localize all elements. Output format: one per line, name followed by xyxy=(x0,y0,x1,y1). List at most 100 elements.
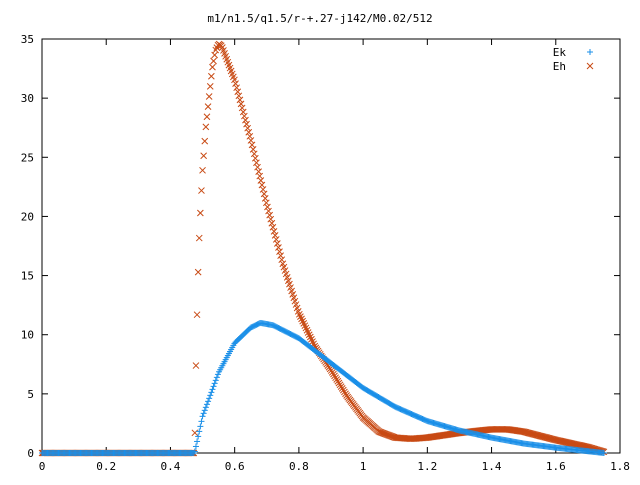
x-tick-label: 1.6 xyxy=(546,460,566,473)
data-point xyxy=(214,371,221,378)
data-point xyxy=(195,433,202,440)
data-point xyxy=(262,199,270,207)
data-point xyxy=(277,252,284,259)
data-point xyxy=(193,311,201,319)
y-tick-label: 25 xyxy=(21,151,34,164)
data-point xyxy=(211,51,219,59)
data-point xyxy=(202,123,210,131)
data-point xyxy=(194,438,201,445)
x-tick-label: 0.8 xyxy=(289,460,309,473)
data-point xyxy=(238,104,246,112)
data-point xyxy=(247,137,255,144)
data-point xyxy=(242,116,249,124)
data-point xyxy=(254,163,261,171)
data-point xyxy=(272,236,280,243)
data-point xyxy=(237,100,245,108)
data-point xyxy=(211,380,218,387)
data-point xyxy=(278,256,286,264)
data-point xyxy=(217,42,225,50)
data-point xyxy=(259,186,267,193)
data-point xyxy=(197,423,204,430)
chart-title: m1/n1.5/q1.5/r-+.27-j142/M0.02/512 xyxy=(207,12,432,25)
data-point xyxy=(265,207,272,215)
data-point xyxy=(245,128,253,136)
x-tick-label: 1.2 xyxy=(417,460,437,473)
y-tick-label: 0 xyxy=(27,447,34,460)
data-point xyxy=(205,93,213,100)
y-tick-label: 35 xyxy=(21,33,34,46)
data-point xyxy=(207,392,214,399)
data-point xyxy=(191,448,198,455)
series-eh xyxy=(38,40,608,457)
legend-marker-eh xyxy=(586,62,594,70)
data-point xyxy=(257,177,265,184)
data-point xyxy=(200,152,208,160)
data-point xyxy=(276,248,283,255)
x-tick-label: 0.2 xyxy=(96,460,116,473)
data-point xyxy=(201,407,208,414)
data-point xyxy=(267,215,275,223)
x-tick-label: 0 xyxy=(39,460,46,473)
data-point xyxy=(269,223,277,231)
data-point xyxy=(253,159,260,167)
data-point xyxy=(206,83,214,90)
data-point xyxy=(268,219,276,227)
data-point xyxy=(258,181,266,189)
data-point xyxy=(239,108,247,116)
data-point xyxy=(191,429,199,437)
series-ek xyxy=(39,319,607,456)
data-point xyxy=(199,166,206,174)
data-point xyxy=(203,113,211,121)
y-tick-label: 20 xyxy=(21,210,34,223)
legend-marker-ek xyxy=(587,49,593,55)
data-point xyxy=(202,404,209,411)
data-point xyxy=(251,154,259,162)
data-point xyxy=(204,103,212,111)
data-point xyxy=(210,57,217,65)
data-point xyxy=(198,187,205,194)
data-point xyxy=(210,383,217,390)
data-point xyxy=(246,132,254,140)
x-tick-label: 1.4 xyxy=(482,460,502,473)
data-point xyxy=(273,240,281,247)
x-tick-label: 1.8 xyxy=(610,460,630,473)
data-point xyxy=(249,145,257,153)
data-point xyxy=(213,374,220,381)
plot-frame xyxy=(41,38,621,454)
data-point xyxy=(195,234,203,242)
data-point xyxy=(203,401,210,408)
data-point xyxy=(235,92,243,100)
data-point xyxy=(600,450,607,456)
data-point xyxy=(199,413,206,420)
data-point xyxy=(261,195,269,202)
y-tick-label: 10 xyxy=(21,329,34,342)
data-point xyxy=(250,150,258,158)
data-point xyxy=(207,72,215,80)
data-point xyxy=(206,395,213,402)
data-point xyxy=(243,120,250,128)
data-point xyxy=(256,172,264,180)
data-point xyxy=(196,428,203,435)
data-point xyxy=(270,227,278,235)
data-point xyxy=(209,63,216,71)
data-point xyxy=(255,168,262,175)
data-point xyxy=(205,398,212,405)
data-point xyxy=(236,96,244,104)
data-point xyxy=(244,124,251,132)
data-point xyxy=(240,112,248,120)
x-tick-label: 1 xyxy=(360,460,367,473)
legend-label-eh: Eh xyxy=(553,60,566,73)
data-point xyxy=(231,76,238,84)
data-point xyxy=(208,389,215,396)
data-point xyxy=(197,209,204,217)
data-point xyxy=(234,88,242,96)
data-point xyxy=(264,203,271,211)
data-point xyxy=(192,362,200,369)
data-point xyxy=(260,190,268,198)
y-tick-label: 30 xyxy=(21,92,34,105)
legend-label-ek: Ek xyxy=(553,46,567,59)
data-point xyxy=(232,80,239,87)
